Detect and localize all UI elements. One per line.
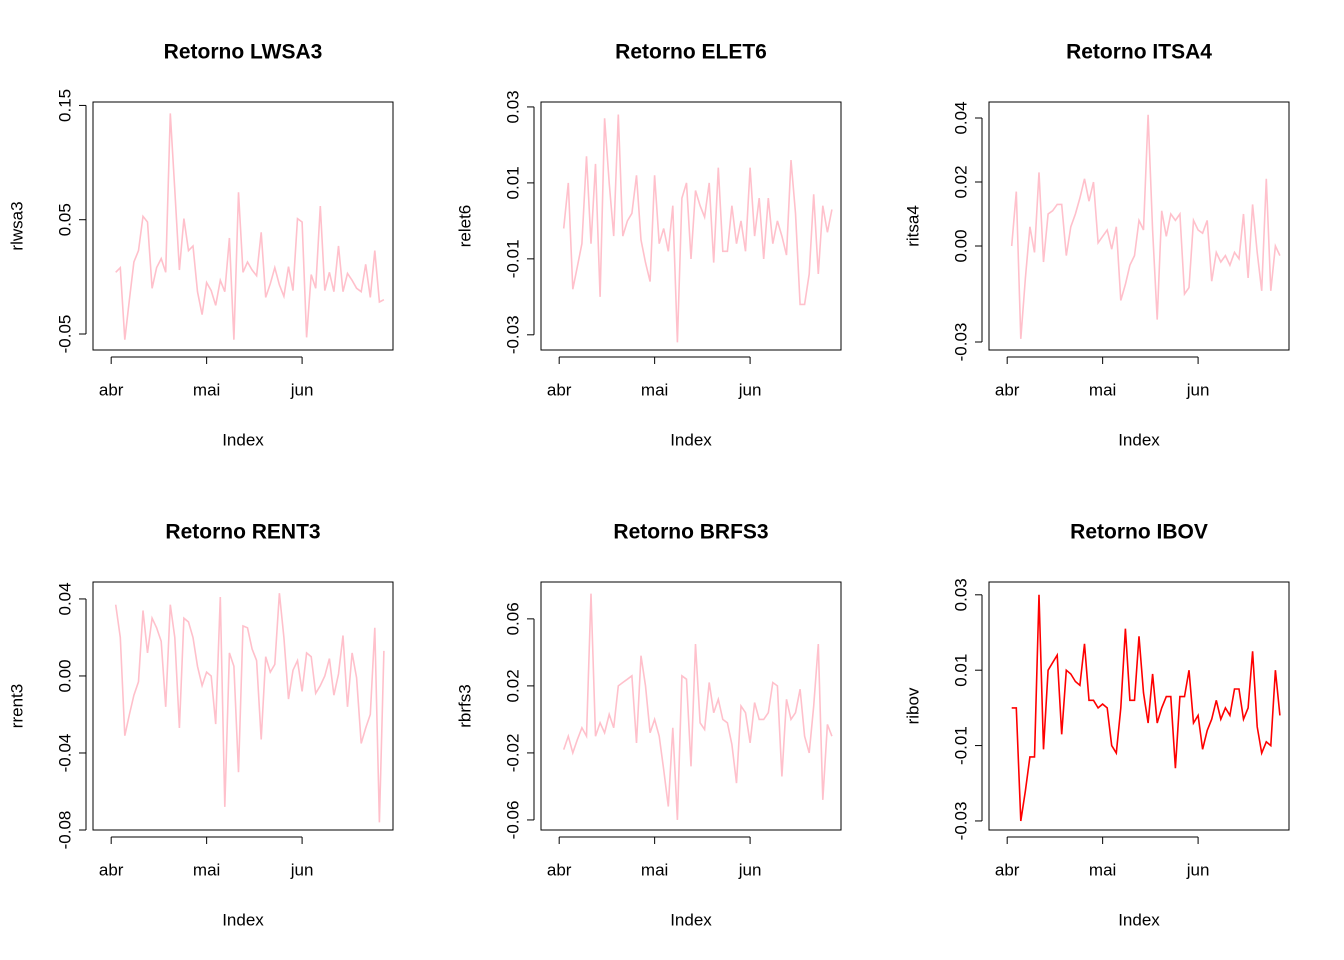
x-tick-label: abr bbox=[99, 380, 124, 399]
x-tick-label: abr bbox=[995, 380, 1020, 399]
y-tick-label: 0.05 bbox=[55, 203, 74, 236]
y-tick-label: -0.05 bbox=[55, 315, 74, 354]
x-tick-label: mai bbox=[193, 380, 220, 399]
y-tick-label: 0.04 bbox=[951, 101, 970, 134]
y-axis-label: rlwsa3 bbox=[7, 201, 26, 250]
plot-box bbox=[988, 581, 1290, 831]
data-line bbox=[562, 593, 833, 820]
chart-title: Retorno IBOV bbox=[1070, 521, 1208, 544]
plot-box bbox=[92, 581, 394, 831]
y-tick-label: -0.02 bbox=[503, 734, 522, 773]
y-tick-label: -0.06 bbox=[503, 801, 522, 840]
chart-title: Retorno ITSA4 bbox=[1066, 41, 1212, 64]
x-tick-label: mai bbox=[1089, 860, 1116, 879]
y-tick-label: -0.03 bbox=[951, 802, 970, 841]
x-axis-label: Index bbox=[222, 430, 264, 449]
data-line bbox=[115, 113, 385, 340]
plot-box bbox=[92, 101, 394, 351]
plot-box bbox=[540, 581, 842, 831]
chart-title: Retorno ELET6 bbox=[615, 41, 767, 64]
y-tick-label: 0.02 bbox=[503, 669, 522, 702]
y-tick-label: -0.04 bbox=[55, 734, 74, 773]
y-tick-label: 0.04 bbox=[55, 582, 74, 615]
chart-title: Retorno LWSA3 bbox=[164, 41, 323, 64]
x-tick-label: mai bbox=[641, 860, 668, 879]
x-tick-label: abr bbox=[547, 860, 572, 879]
data-line bbox=[114, 593, 385, 823]
y-tick-label: 0.03 bbox=[503, 90, 522, 123]
x-tick-label: jun bbox=[290, 380, 314, 399]
y-axis-label: rrent3 bbox=[7, 684, 26, 728]
data-line bbox=[1010, 114, 1281, 339]
y-tick-label: 0.03 bbox=[951, 578, 970, 611]
x-tick-label: jun bbox=[738, 380, 762, 399]
x-tick-label: jun bbox=[1186, 380, 1210, 399]
x-tick-label: jun bbox=[738, 860, 762, 879]
x-tick-label: abr bbox=[547, 380, 572, 399]
y-tick-label: 0.01 bbox=[503, 166, 522, 199]
y-axis-label: ritsa4 bbox=[903, 205, 922, 247]
y-axis-label: rbrfs3 bbox=[455, 684, 474, 727]
y-tick-label: -0.03 bbox=[951, 323, 970, 362]
x-axis-label: Index bbox=[222, 910, 264, 929]
y-tick-label: -0.01 bbox=[951, 726, 970, 765]
x-tick-label: abr bbox=[995, 860, 1020, 879]
data-line bbox=[1011, 594, 1281, 822]
x-tick-label: mai bbox=[1089, 380, 1116, 399]
x-tick-label: mai bbox=[193, 860, 220, 879]
chart-title: Retorno RENT3 bbox=[165, 521, 320, 544]
y-axis-label: ribov bbox=[903, 687, 922, 724]
y-tick-label: 0.15 bbox=[55, 89, 74, 122]
plot-box bbox=[988, 101, 1290, 351]
chart-title: Retorno BRFS3 bbox=[613, 521, 768, 544]
x-tick-label: mai bbox=[641, 380, 668, 399]
y-tick-label: 0.01 bbox=[951, 654, 970, 687]
x-tick-label: jun bbox=[1186, 860, 1210, 879]
y-tick-label: 0.00 bbox=[55, 659, 74, 692]
x-axis-label: Index bbox=[1118, 430, 1160, 449]
data-line bbox=[562, 114, 833, 343]
plot-box bbox=[540, 101, 842, 351]
y-tick-label: -0.01 bbox=[503, 239, 522, 278]
y-tick-label: 0.00 bbox=[951, 229, 970, 262]
y-axis-label: relet6 bbox=[455, 205, 474, 248]
y-tick-label: -0.03 bbox=[503, 315, 522, 354]
y-tick-label: 0.02 bbox=[951, 165, 970, 198]
x-axis-label: Index bbox=[670, 430, 712, 449]
x-axis-label: Index bbox=[670, 910, 712, 929]
x-tick-label: jun bbox=[290, 860, 314, 879]
y-tick-label: -0.08 bbox=[55, 811, 74, 850]
y-tick-label: 0.06 bbox=[503, 602, 522, 635]
x-tick-label: abr bbox=[99, 860, 124, 879]
x-axis-label: Index bbox=[1118, 910, 1160, 929]
